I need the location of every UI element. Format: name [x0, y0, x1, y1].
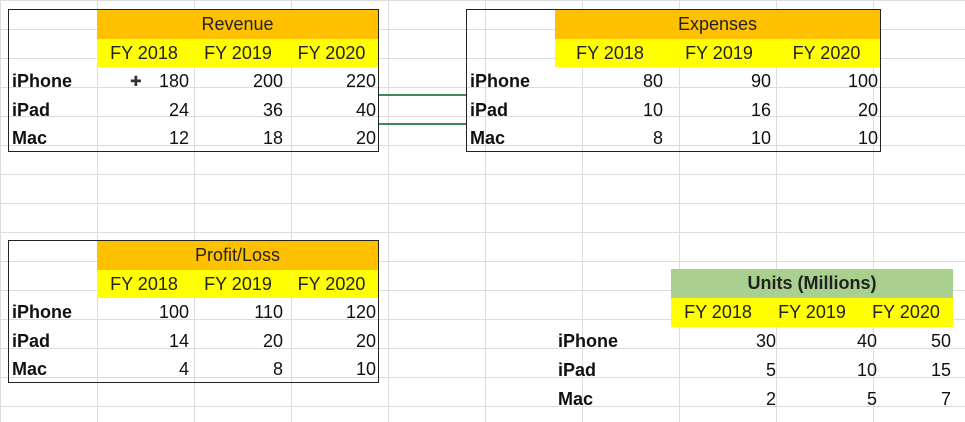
units-title[interactable]: Units (Millions): [671, 269, 953, 298]
profit-year-2020[interactable]: FY 2020: [285, 270, 378, 298]
profit-ipad-2020[interactable]: 20: [355, 331, 376, 351]
units-mac-2019[interactable]: 5: [866, 389, 877, 409]
profit-ipad-2018[interactable]: 14: [168, 331, 189, 351]
revenue-iphone-2020[interactable]: 220: [345, 71, 376, 91]
expenses-mac-2020[interactable]: 10: [857, 128, 878, 148]
profit-iphone-2019[interactable]: 110: [254, 302, 283, 322]
revenue-row-label-mac[interactable]: Mac: [12, 128, 48, 148]
profit-iphone-2018[interactable]: 100: [158, 302, 189, 322]
expenses-year-2018[interactable]: FY 2018: [555, 39, 665, 67]
revenue-row-label-ipad[interactable]: iPad: [12, 100, 51, 120]
units-iphone-2019[interactable]: 40: [856, 331, 877, 351]
revenue-table-border: [8, 9, 379, 152]
expenses-year-2019[interactable]: FY 2019: [665, 39, 773, 67]
expenses-iphone-2020[interactable]: 100: [847, 71, 878, 91]
profit-year-2019[interactable]: FY 2019: [191, 270, 285, 298]
link-connector-top: [379, 94, 467, 96]
link-connector-bottom: [379, 123, 467, 125]
expenses-table-border: [466, 9, 881, 152]
units-ipad-2018[interactable]: 5: [765, 360, 776, 380]
revenue-iphone-2019[interactable]: 200: [252, 71, 283, 91]
profit-mac-2019[interactable]: 8: [272, 359, 283, 379]
profit-row-label-mac[interactable]: Mac: [12, 359, 48, 379]
profit-title[interactable]: Profit/Loss: [97, 241, 378, 270]
expenses-row-label-ipad[interactable]: iPad: [470, 100, 509, 120]
units-mac-2020[interactable]: 7: [940, 389, 951, 409]
revenue-mac-2020[interactable]: 20: [355, 128, 376, 148]
units-year-2018[interactable]: FY 2018: [671, 298, 765, 327]
profit-year-2018[interactable]: FY 2018: [97, 270, 191, 298]
revenue-ipad-2019[interactable]: 36: [262, 100, 283, 120]
expenses-mac-2018[interactable]: 8: [652, 128, 663, 148]
cell-select-cursor-icon: ✚: [130, 73, 142, 89]
expenses-iphone-2018[interactable]: 80: [642, 71, 663, 91]
units-year-2020[interactable]: FY 2020: [859, 298, 953, 327]
revenue-ipad-2018[interactable]: 24: [168, 100, 189, 120]
expenses-ipad-2019[interactable]: 16: [750, 100, 771, 120]
expenses-iphone-2019[interactable]: 90: [750, 71, 771, 91]
expenses-title[interactable]: Expenses: [555, 10, 880, 39]
revenue-iphone-2018[interactable]: 180: [158, 71, 189, 91]
profit-row-label-iphone[interactable]: iPhone: [12, 302, 73, 322]
expenses-ipad-2018[interactable]: 10: [642, 100, 663, 120]
expenses-ipad-2020[interactable]: 20: [857, 100, 878, 120]
revenue-mac-2018[interactable]: 12: [168, 128, 189, 148]
units-iphone-2018[interactable]: 30: [755, 331, 776, 351]
expenses-year-2020[interactable]: FY 2020: [773, 39, 880, 67]
revenue-title[interactable]: Revenue: [97, 10, 378, 39]
units-row-label-ipad[interactable]: iPad: [558, 360, 597, 380]
units-row-label-iphone[interactable]: iPhone: [558, 331, 619, 351]
profit-table-border: [8, 240, 379, 383]
revenue-year-2019[interactable]: FY 2019: [191, 39, 285, 67]
revenue-ipad-2020[interactable]: 40: [355, 100, 376, 120]
expenses-row-label-mac[interactable]: Mac: [470, 128, 506, 148]
units-ipad-2020[interactable]: 15: [930, 360, 951, 380]
revenue-mac-2019[interactable]: 18: [262, 128, 283, 148]
revenue-year-2020[interactable]: FY 2020: [285, 39, 378, 67]
units-ipad-2019[interactable]: 10: [856, 360, 877, 380]
units-row-label-mac[interactable]: Mac: [558, 389, 594, 409]
revenue-year-2018[interactable]: FY 2018: [97, 39, 191, 67]
expenses-mac-2019[interactable]: 10: [750, 128, 771, 148]
profit-iphone-2020[interactable]: 120: [345, 302, 376, 322]
units-year-2019[interactable]: FY 2019: [765, 298, 859, 327]
profit-mac-2018[interactable]: 4: [178, 359, 189, 379]
units-mac-2018[interactable]: 2: [765, 389, 776, 409]
expenses-row-label-iphone[interactable]: iPhone: [470, 71, 531, 91]
profit-mac-2020[interactable]: 10: [355, 359, 376, 379]
units-iphone-2020[interactable]: 50: [930, 331, 951, 351]
profit-row-label-ipad[interactable]: iPad: [12, 331, 51, 351]
profit-ipad-2019[interactable]: 20: [262, 331, 283, 351]
revenue-row-label-iphone[interactable]: iPhone: [12, 71, 73, 91]
